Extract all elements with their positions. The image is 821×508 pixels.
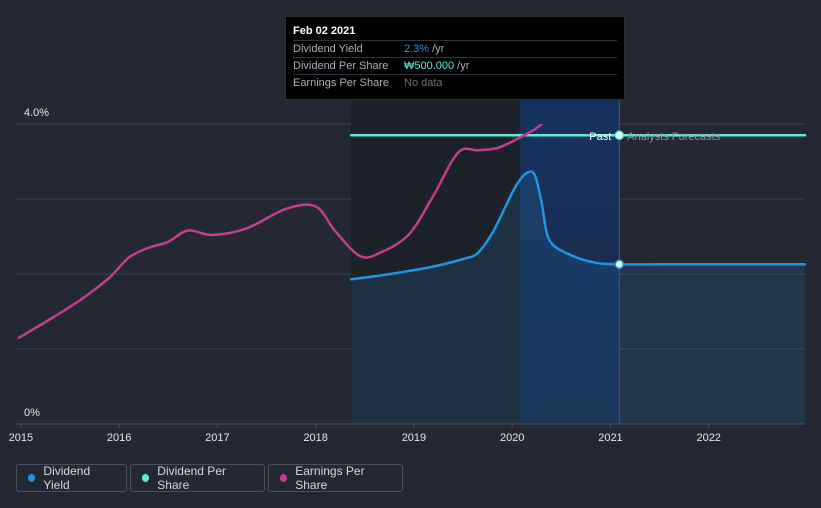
tooltip-label: Dividend Yield <box>293 43 363 55</box>
forecast-label: Analysts Forecasts <box>627 131 720 143</box>
tooltip-value: 2.3% <box>404 43 430 55</box>
x-tick-label: 2016 <box>107 432 131 444</box>
tooltip-row-dividend-per-share: Dividend Per Share ₩500.000 /yr <box>293 57 617 74</box>
dividend-yield-area <box>351 172 805 424</box>
hover-tooltip: Feb 02 2021 Dividend Yield 2.3% /yr Divi… <box>285 16 625 100</box>
legend-dot-icon <box>142 474 150 482</box>
tooltip-value: No data <box>404 77 443 89</box>
earnings-per-share-line <box>17 124 544 340</box>
tooltip-date: Feb 02 2021 <box>293 25 356 37</box>
x-tick-label: 2021 <box>598 432 622 444</box>
data-point-marker <box>614 259 625 269</box>
legend-dot-icon <box>28 474 36 482</box>
chart-areas <box>351 98 805 424</box>
past-label: Past <box>589 131 611 143</box>
y-tick-label: 0% <box>24 407 40 419</box>
tooltip-unit: /yr <box>432 43 445 55</box>
legend-label: Dividend Yield <box>43 464 91 492</box>
series-lines <box>17 124 807 340</box>
x-tick-label: 2019 <box>402 432 426 444</box>
x-tick-label: 2018 <box>303 432 327 444</box>
tooltip-label: Earnings Per Share <box>293 77 389 89</box>
tooltip-value: ₩500.000 <box>404 60 455 72</box>
legend-label: Dividend Per Share <box>157 464 226 492</box>
data-point-marker <box>614 130 625 140</box>
y-tick-label: 4.0% <box>24 107 49 119</box>
tooltip-row-earnings-per-share: Earnings Per Share No data <box>293 74 617 91</box>
tooltip-row-dividend-yield: Dividend Yield 2.3% /yr <box>293 40 617 57</box>
x-tick-label: 2015 <box>9 432 33 444</box>
x-tick-label: 2022 <box>696 432 720 444</box>
x-tick-label: 2020 <box>500 432 524 444</box>
legend-label: Earnings Per Share <box>295 464 365 492</box>
tooltip-label: Dividend Per Share <box>293 60 389 72</box>
legend-item-dividend-yield[interactable]: Dividend Yield <box>16 464 127 492</box>
axis-labels: 4.0% 0% 2015 2016 2017 2018 2019 2020 2021 2022 Pa… <box>9 107 805 444</box>
legend-dot-icon <box>280 474 288 482</box>
legend-item-dividend-per-share[interactable]: Dividend Per Share <box>130 464 265 492</box>
tooltip-unit: /yr <box>457 60 470 72</box>
recent-period-highlight <box>520 98 620 424</box>
legend-item-earnings-per-share[interactable]: Earnings Per Share <box>268 464 403 492</box>
x-tick-label: 2017 <box>205 432 229 444</box>
